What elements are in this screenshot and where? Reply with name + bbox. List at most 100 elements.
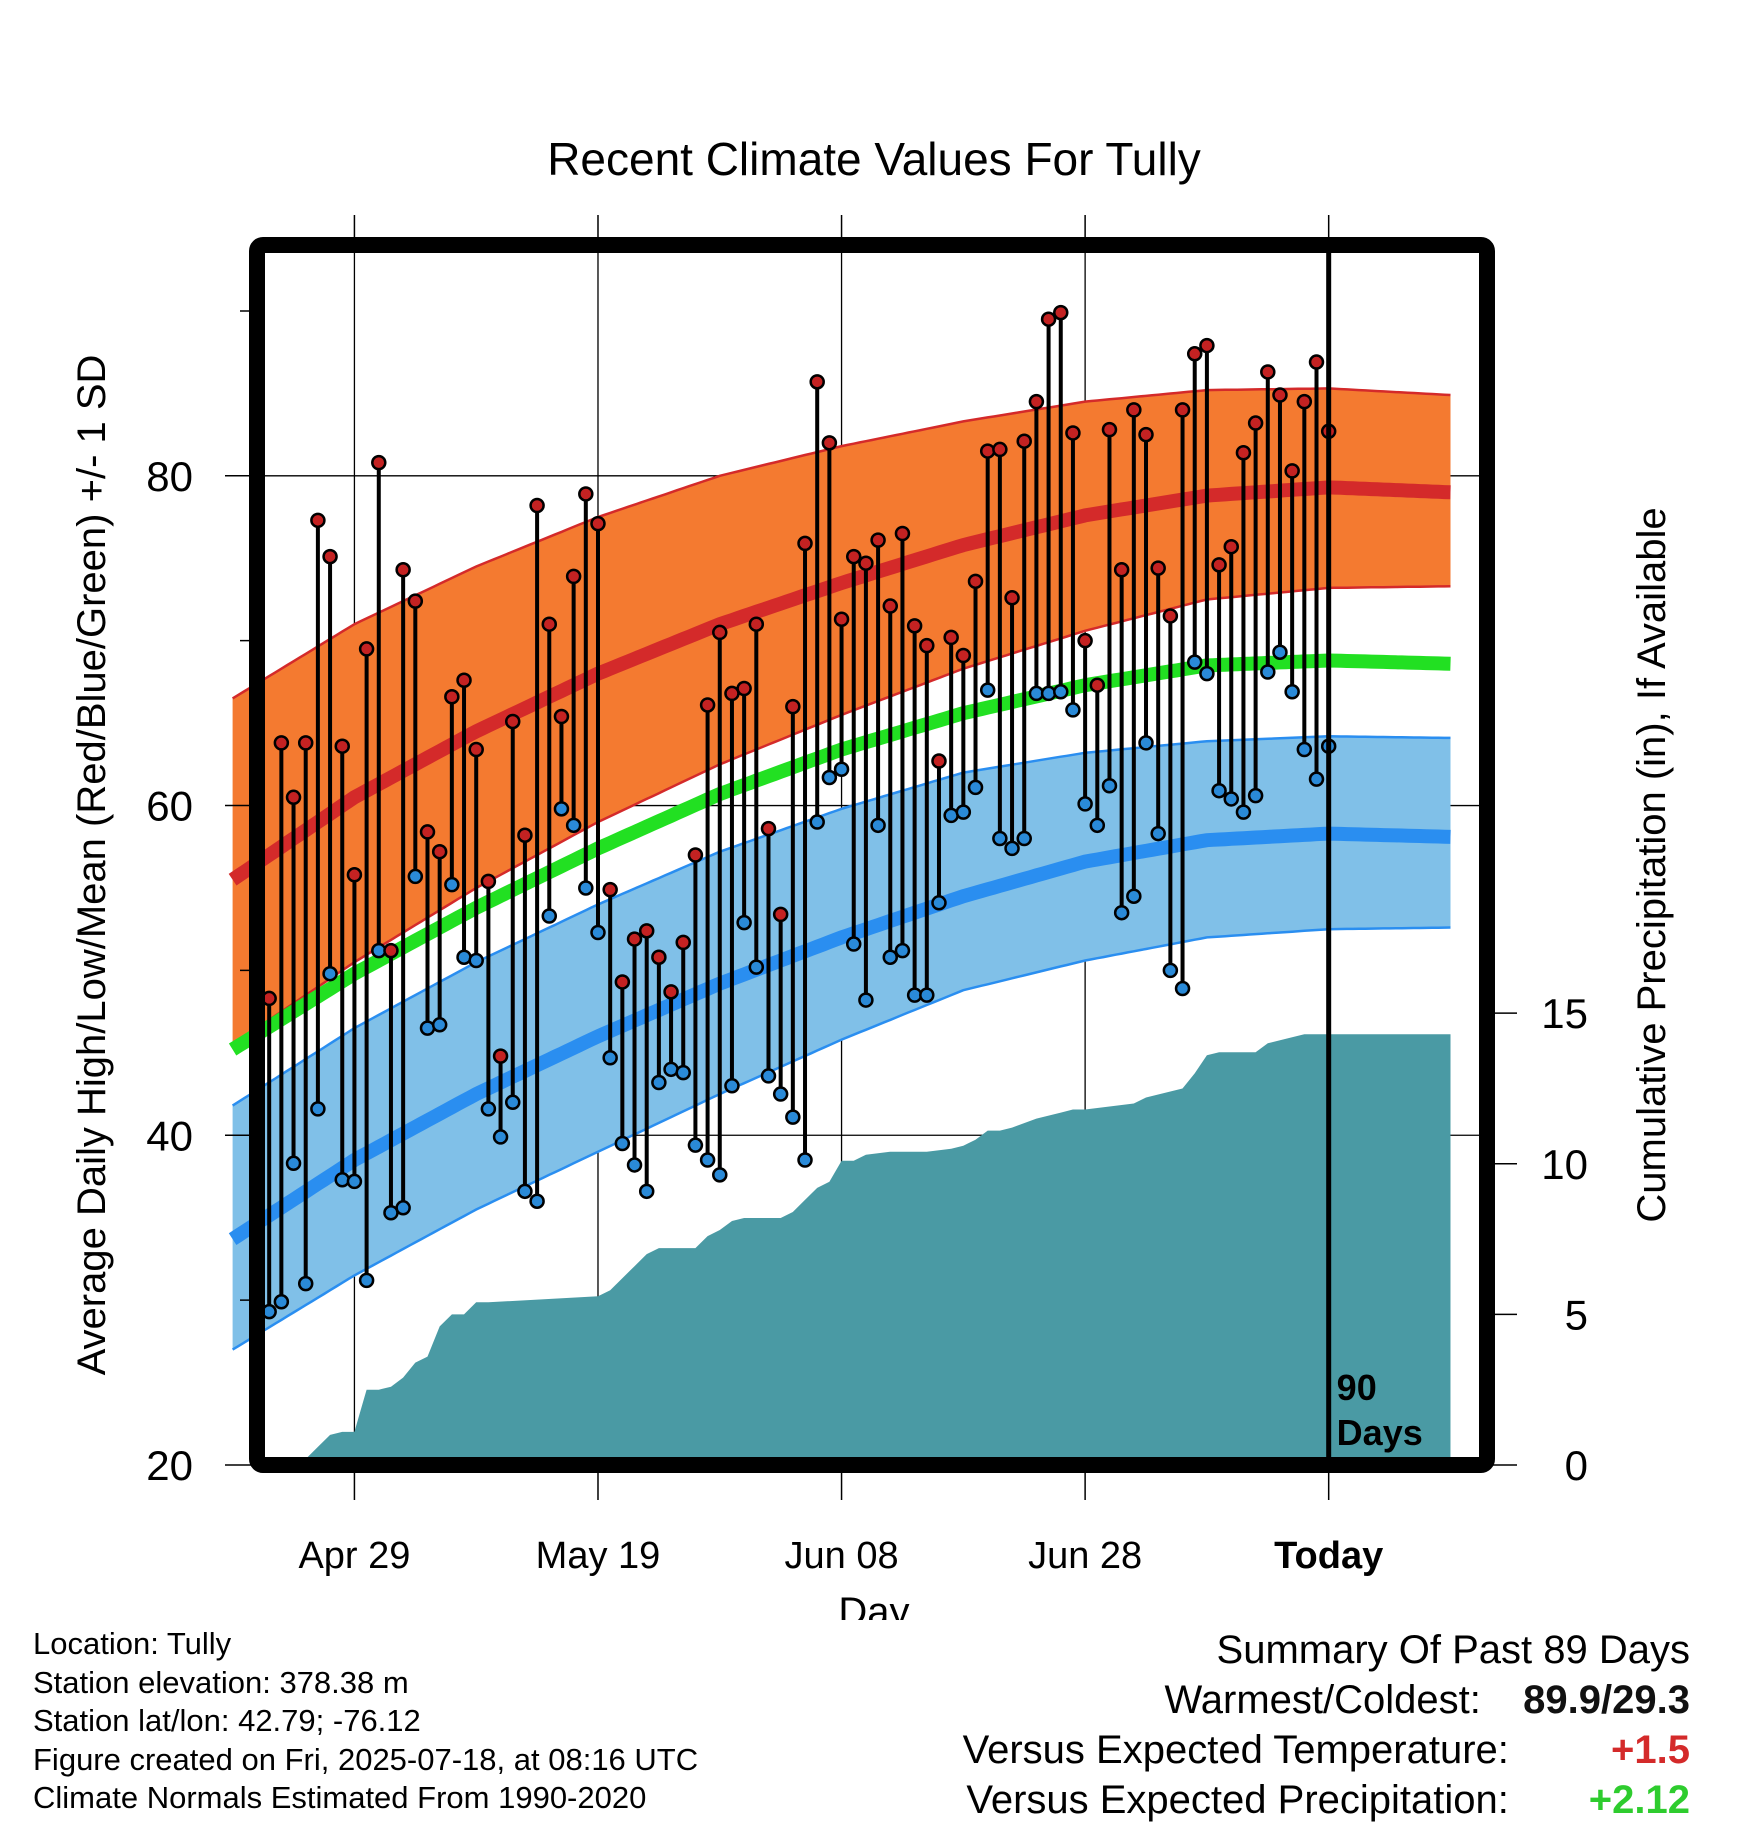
daily-high-point [663,984,679,1000]
high-normal-upper-edge [231,387,1451,700]
daily-low-point [748,959,765,975]
daily-high-point [285,789,302,806]
daily-high-point [517,827,533,843]
daily-high-point [431,843,448,860]
daily-high-point [967,573,984,590]
daily-high-point [955,647,972,664]
daily-low-point [1077,796,1093,812]
summary-temperature: Versus Expected Temperature: +1.5 [963,1725,1690,1775]
summary-precipitation: Versus Expected Precipitation: +2.12 [963,1775,1690,1825]
daily-low-point [517,1183,533,1200]
y2-tick-label: 5 [1565,1291,1588,1338]
daily-low-point [1162,962,1179,979]
daily-high-point [1053,304,1069,321]
daily-high-point [553,708,570,725]
daily-low-point [1272,644,1288,660]
daily-high-point [1272,387,1288,403]
daily-low-point [578,880,594,896]
latlon-text: Station lat/lon: 42.79; -76.12 [33,1703,421,1738]
daily-low-point [894,942,911,959]
today-label-days: Days [1337,1412,1423,1453]
precipitation-value: +2.12 [1588,1778,1690,1822]
daily-high-point [687,847,704,863]
daily-high-point [1126,402,1142,418]
daily-high-point [1089,677,1106,693]
daily-high-point [1040,311,1057,327]
daily-high-point [736,680,752,697]
daily-high-point [468,741,484,758]
daily-low-point [1113,904,1130,921]
daily-low-point [1004,840,1020,857]
daily-high-point [602,881,618,898]
daily-high-point [310,512,326,529]
daily-values [249,304,1337,1320]
daily-low-point [699,1152,716,1168]
daily-low-point [1235,804,1252,820]
daily-low-point [979,682,996,698]
daily-high-point [334,738,350,754]
daily-low-point [285,1155,302,1172]
low-normal-upper-edge [231,735,1451,1107]
y2-axis-label: Cumulative Precipitation (in), If Availa… [1630,507,1674,1222]
daily-high-point [273,735,290,751]
daily-high-point [1077,632,1093,649]
daily-low-point [614,1135,631,1152]
daily-high-point [456,672,472,688]
daily-low-point [651,1074,667,1091]
daily-high-point [1113,562,1130,578]
y2-tick-label: 15 [1541,990,1588,1037]
daily-low-point [1296,741,1313,758]
precipitation-area [232,1034,1451,1465]
daily-low-point [322,965,338,982]
x-tick-label: May 19 [536,1535,661,1577]
daily-high-point [906,618,923,634]
daily-low-point [310,1101,326,1117]
daily-low-point [687,1137,704,1153]
daily-high-point [1284,463,1300,479]
daily-low-point [1211,782,1227,799]
y-axis-right: 0 5 10 15 [1487,990,1588,1489]
daily-low-point [882,949,899,965]
daily-high-point [1174,402,1191,418]
daily-low-point [1284,684,1300,700]
daily-high-point [821,435,838,451]
warm-cold-label: Warmest/Coldest: [1164,1678,1481,1722]
y-axis-label: Average Daily High/Low/Mean (Red/Blue/Gr… [70,355,114,1376]
daily-low-point [346,1173,363,1190]
daily-low-point [955,804,972,820]
daily-low-point [1223,791,1240,807]
daily-low-point [529,1193,545,1209]
daily-low-point [468,952,484,969]
daily-high-point [1065,425,1081,441]
daily-low-point [772,1086,789,1102]
daily-low-point [492,1129,509,1145]
daily-high-point [809,374,825,390]
daily-high-point [1138,426,1154,443]
plot-area: 90 Days [228,237,1495,1473]
daily-low-point [1016,830,1032,847]
daily-high-point [785,698,801,715]
daily-low-point [809,814,825,830]
daily-high-point [626,931,643,947]
station-info: Location: Tully Station elevation: 378.3… [33,1625,698,1818]
daily-high-point [395,562,411,578]
y-tick-label: 40 [146,1112,193,1159]
daily-high-point [529,497,545,514]
daily-high-point [638,923,655,939]
daily-low-point [1101,778,1118,794]
daily-low-point [480,1101,497,1117]
daily-high-point [882,598,899,614]
daily-low-point [858,992,874,1008]
y-tick-label: 80 [146,453,193,500]
low-normal-lower-edge [231,926,1451,1351]
daily-high-point [407,593,424,609]
daily-high-point [699,697,716,713]
x-axis-label: Day [838,1590,909,1620]
daily-high-point [1223,538,1240,555]
daily-high-point [1016,433,1032,449]
daily-low-point [504,1094,521,1111]
summary-title: Summary Of Past 89 Days [1216,1628,1690,1672]
daily-high-point [614,974,631,990]
daily-low-point [1089,817,1106,834]
daily-high-point [590,515,606,532]
